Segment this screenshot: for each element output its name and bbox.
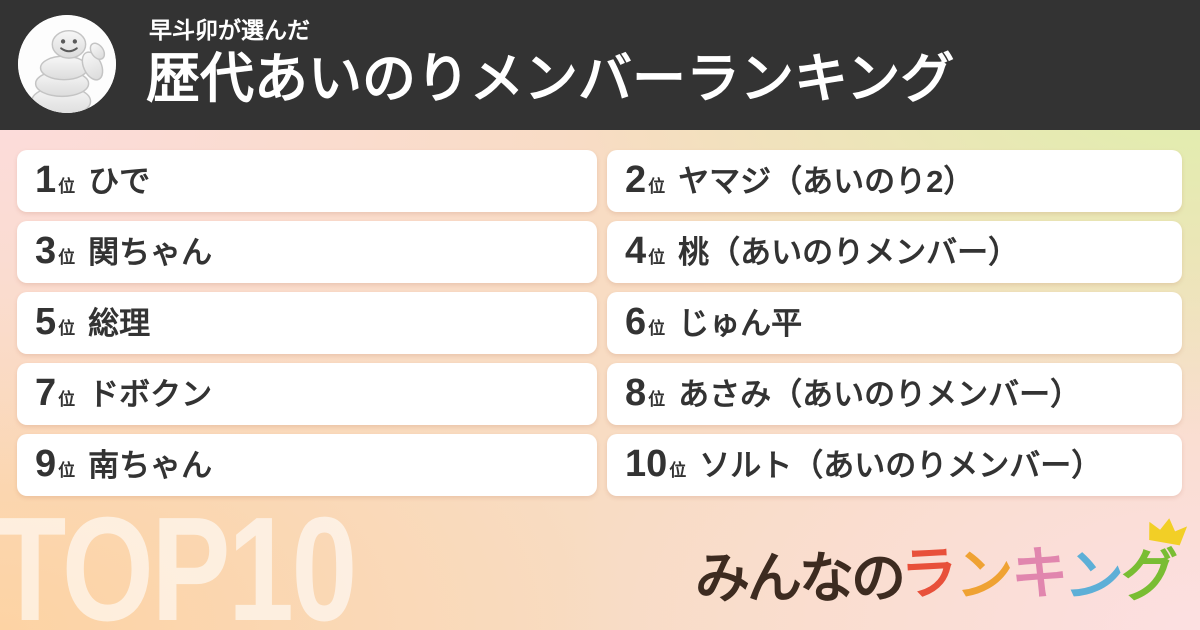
rank-suffix: 位 [58, 177, 76, 196]
rank-suffix: 位 [58, 319, 76, 338]
ranking-item-2: 2 位ヤマジ（あいのり2） [607, 150, 1182, 212]
ranking-item-5: 5 位総理 [17, 292, 597, 354]
rank-suffix: 位 [648, 248, 666, 267]
rank-number: 1 [35, 159, 57, 201]
logo-char: グ [1121, 544, 1178, 609]
rank-suffix: 位 [648, 177, 666, 196]
rank-number: 7 [35, 372, 57, 414]
ranking-item-4: 4 位桃（あいのりメンバー） [607, 221, 1182, 283]
rank-name: ヤマジ（あいのり2） [678, 164, 975, 199]
rank-name: あさみ（あいのりメンバー） [678, 377, 1082, 412]
rank-number: 2 [625, 159, 647, 201]
ranking-item-8: 8 位あさみ（あいのりメンバー） [607, 363, 1182, 425]
rank-name: 総理 [88, 306, 151, 341]
rank-name: ひで [88, 164, 151, 199]
rank-suffix: 位 [648, 319, 666, 338]
byline: 早斗卯が選んだ [149, 17, 310, 43]
ranking-item-3: 3 位関ちゃん [17, 221, 597, 283]
rank-name: じゅん平 [678, 306, 803, 341]
rank-number: 10 [625, 443, 668, 485]
ranking-item-7: 7 位ドボクン [17, 363, 597, 425]
rank-number: 5 [35, 301, 57, 343]
top10-watermark: TOP10 [0, 487, 357, 630]
ranking-item-1: 1 位ひで [17, 150, 597, 212]
rank-name: ドボクン [88, 377, 213, 412]
rank-suffix: 位 [58, 461, 76, 480]
avatar [18, 15, 116, 113]
ranking-item-6: 6 位じゅん平 [607, 292, 1182, 354]
rank-suffix: 位 [58, 390, 76, 409]
rank-number: 8 [625, 372, 647, 414]
logo-char: ン [954, 543, 1015, 610]
rank-number: 4 [625, 230, 647, 272]
page-title: 歴代あいのりメンバーランキング [146, 49, 955, 109]
crown-icon [1149, 518, 1188, 546]
rank-suffix: 位 [648, 390, 666, 409]
rank-name: 関ちゃん [88, 235, 213, 270]
rank-suffix: 位 [58, 248, 76, 267]
rank-number: 9 [35, 443, 57, 485]
rank-suffix: 位 [669, 461, 687, 480]
ranking-item-10: 10 位ソルト（あいのりメンバー） [607, 434, 1182, 496]
logo-char: ン [1061, 542, 1128, 615]
rank-name: ソルト（あいのりメンバー） [699, 448, 1103, 483]
rank-name: 桃（あいのりメンバー） [678, 235, 1020, 270]
brand-logo: みんなのランキング [694, 518, 1188, 614]
rank-name: 南ちゃん [88, 448, 213, 483]
rank-number: 6 [625, 301, 647, 343]
header: 早斗卯が選んだ 歴代あいのりメンバーランキング [0, 0, 1200, 130]
logo-prefix: みんなの [694, 546, 906, 609]
ranking-item-9: 9 位南ちゃん [17, 434, 597, 496]
logo-char: ラ [899, 541, 960, 608]
rank-number: 3 [35, 230, 57, 272]
mascot-avatar-icon [18, 15, 116, 113]
ranking-grid: 1 位ひで 2 位ヤマジ（あいのり2） 3 位関ちゃん 4 位桃（あいのりメンバー） 5… [17, 150, 1182, 496]
